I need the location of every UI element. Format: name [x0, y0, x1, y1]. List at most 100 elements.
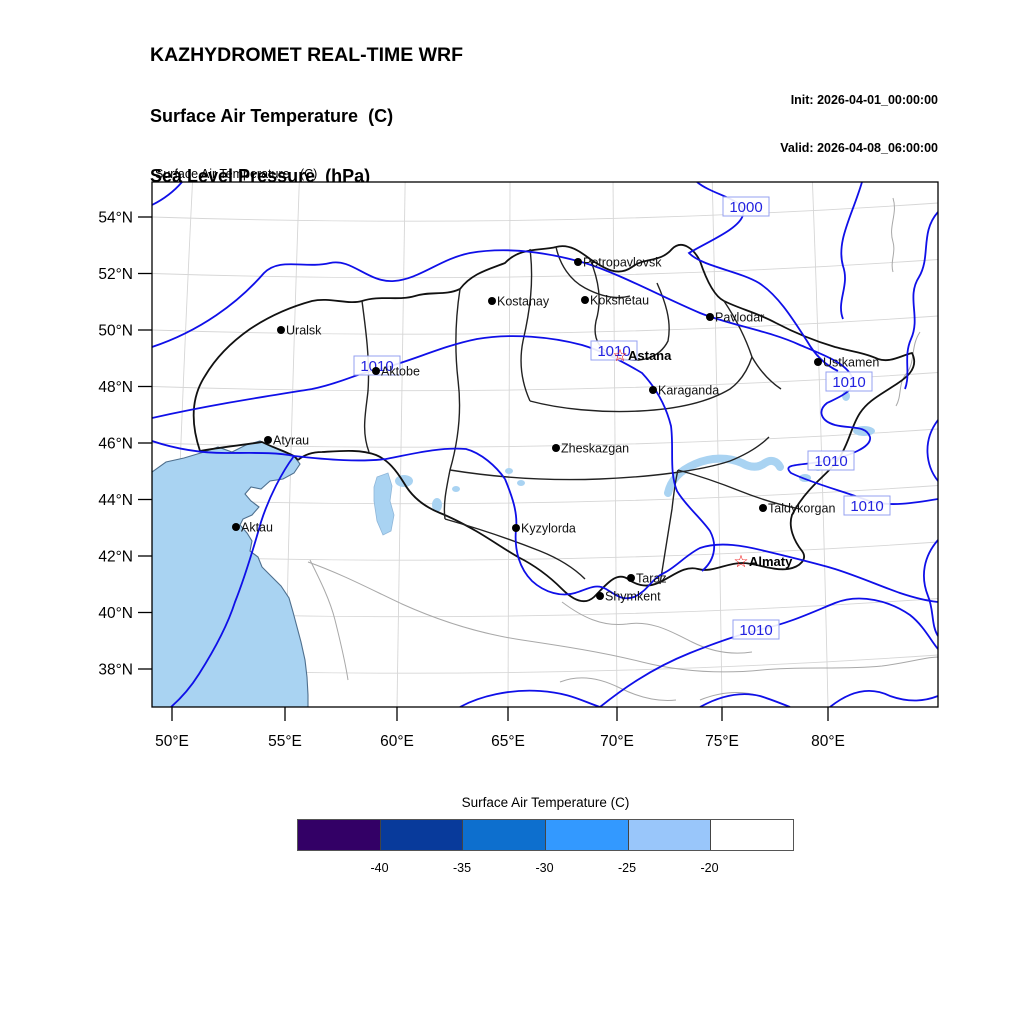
- city-dot: [581, 296, 589, 304]
- city-dot: [552, 444, 560, 452]
- isobar-label-box: [732, 619, 780, 640]
- x-axis-label: 60°E: [380, 733, 414, 750]
- colorbar-tick-label: -35: [452, 861, 472, 875]
- city-dot: [706, 313, 714, 321]
- graticule-meridian: [811, 182, 829, 707]
- isobar-label-box: [590, 340, 638, 361]
- city-dot: [488, 297, 496, 305]
- isobar-contour: [152, 249, 938, 505]
- city-label: Petropavlovsk: [583, 256, 662, 270]
- country-border: [192, 244, 915, 602]
- isobar-label-box: [843, 495, 891, 516]
- city-label: Aktobe: [381, 365, 420, 379]
- colorbar-scale: [297, 819, 794, 851]
- city-dot: [574, 258, 582, 266]
- isobar-label: 1010: [850, 498, 883, 515]
- city-dot: [649, 386, 657, 394]
- city-label: Taraz: [636, 572, 667, 586]
- x-axis-label: 70°E: [600, 733, 634, 750]
- aral-sea-north: [395, 475, 413, 487]
- map-legend-temperature: Surface Air Temperature (C): [155, 167, 318, 181]
- x-axis-label: 80°E: [811, 733, 845, 750]
- y-axis-label: 48°N: [98, 379, 133, 396]
- city-dot: [232, 523, 240, 531]
- foreign-border: [561, 601, 753, 654]
- y-axis-label: 38°N: [98, 662, 133, 679]
- colorbar-tick-label: -30: [535, 861, 554, 875]
- graticule-meridian: [507, 182, 511, 707]
- isobar-contour: [459, 689, 601, 707]
- city-dot: [814, 358, 822, 366]
- isobar-contour: [840, 182, 863, 320]
- city-label: Shymkent: [605, 590, 661, 604]
- axes-layer: 54°N 52°N 50°N 48°N 46°N 44°N 42°N 40°N 38°N 50°E…: [98, 210, 845, 751]
- city-dot: [372, 367, 380, 375]
- colorbar-segment: [380, 820, 464, 850]
- city-label: Ustkamen: [823, 356, 879, 370]
- isobar-contour: [152, 182, 183, 206]
- oblast-border: [444, 518, 586, 580]
- foreign-border: [891, 197, 895, 273]
- graticule-parallel: [152, 202, 938, 222]
- product-subtitle-pressure: Sea Level Pressure (hPa): [150, 166, 371, 186]
- oblast-border: [520, 248, 533, 402]
- product-subtitle-temperature: Surface Air Temperature (C): [150, 106, 394, 126]
- city-label: Kokshetau: [590, 294, 649, 308]
- capital-city-label: Almaty: [749, 554, 793, 569]
- colorbar-segment: [298, 820, 381, 850]
- city-label: Aktau: [241, 521, 273, 535]
- oblast-border: [529, 356, 753, 413]
- graticule-parallel: [152, 315, 938, 335]
- city-label: Pavlodar: [715, 311, 764, 325]
- y-axis-label: 52°N: [98, 266, 133, 283]
- y-axis-label: 54°N: [98, 210, 133, 227]
- kazakhstan-borders-layer: [192, 244, 915, 602]
- small-lake: [432, 498, 442, 512]
- aral-sea-west: [373, 472, 395, 536]
- isobar-contour: [699, 693, 791, 707]
- capital-city-label: Astana: [628, 348, 672, 363]
- x-axis-label: 75°E: [705, 733, 739, 750]
- oblast-border: [555, 246, 631, 299]
- isobar-contour: [152, 335, 716, 572]
- y-axis-label: 44°N: [98, 492, 133, 509]
- valid-time: Valid: 2026-04-08_06:00:00: [780, 141, 938, 155]
- colorbar-segment: [463, 820, 547, 850]
- colorbar-tick-labels: -40 -35 -30 -25 -20: [297, 861, 794, 881]
- isobar-label: 1010: [832, 374, 865, 391]
- colorbar-tick-label: -40: [370, 861, 389, 875]
- city-label: Uralsk: [286, 324, 322, 338]
- foreign-borders-layer: [307, 197, 938, 701]
- city-label: Zheskazgan: [561, 442, 629, 456]
- isobar-label-box: [353, 355, 401, 376]
- init-time: Init: 2026-04-01_00:00:00: [790, 93, 938, 107]
- graticule-meridian: [612, 182, 618, 707]
- capital-star-icon: ☆: [612, 346, 627, 366]
- small-lake: [452, 486, 460, 492]
- city-dot: [627, 574, 635, 582]
- graticule-parallel: [152, 485, 938, 505]
- isobar-label-box: [807, 450, 855, 471]
- foreign-border: [307, 561, 938, 673]
- isobar-label: 1010: [739, 622, 772, 639]
- colorbar-segment: [546, 820, 629, 850]
- isobar-layer: [152, 182, 938, 707]
- isobar-label-box: [825, 371, 873, 392]
- isobar-contour: [599, 597, 938, 707]
- isobar-contour: [926, 419, 938, 482]
- city-dot: [596, 592, 604, 600]
- city-label: Kostanay: [497, 295, 550, 309]
- cities-layer: Petropavlovsk Kostanay Kokshetau Pavlodar Ur…: [232, 256, 879, 604]
- city-dot: [512, 524, 520, 532]
- oblast-border: [361, 300, 370, 453]
- city-label: Kyzylorda: [521, 522, 576, 536]
- product-title: KAZHYDROMET REAL-TIME WRF: [150, 44, 464, 66]
- small-lake: [517, 480, 525, 486]
- graticule-parallel: [152, 372, 938, 392]
- colorbar-segment: [711, 820, 794, 850]
- isobar-contour: [923, 539, 938, 637]
- run-times: Init: 2026-04-01_00:00:00 Valid: 2026-04…: [780, 60, 938, 188]
- oblast-border: [677, 469, 801, 510]
- isobar-contour: [829, 689, 938, 707]
